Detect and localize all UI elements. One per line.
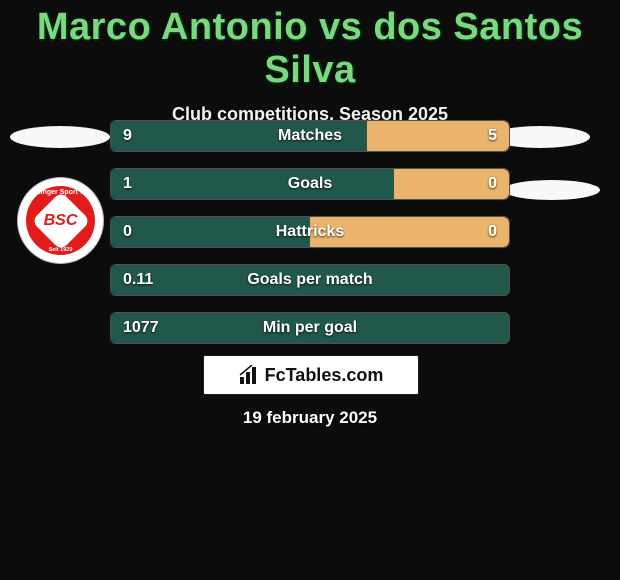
stat-label: Hattricks bbox=[111, 217, 509, 247]
left-team-placeholder-icon bbox=[10, 126, 110, 148]
stat-bar-right bbox=[394, 169, 509, 199]
fctables-label: FcTables.com bbox=[265, 365, 384, 386]
badge-bottom-text: Seit 1929 bbox=[18, 247, 103, 253]
stat-value-left: 9 bbox=[123, 121, 132, 151]
stat-label: Min per goal bbox=[111, 313, 509, 343]
badge-acronym: BSC bbox=[44, 212, 78, 230]
left-club-badge: Bahlinger Sport Club BSC Seit 1929 bbox=[18, 178, 103, 263]
stat-value-left: 0.11 bbox=[123, 265, 153, 295]
stat-row: Goals per match0.11 bbox=[110, 264, 510, 296]
stat-value-right: 0 bbox=[488, 217, 497, 247]
stat-bar-right bbox=[367, 121, 509, 151]
stat-bar-left bbox=[111, 121, 367, 151]
stat-value-left: 1 bbox=[123, 169, 132, 199]
stat-bar-left bbox=[111, 217, 310, 247]
stat-value-left: 1077 bbox=[123, 313, 159, 343]
stat-label: Goals bbox=[111, 169, 509, 199]
stat-bars: Matches95Goals10Hattricks00Goals per mat… bbox=[110, 120, 510, 360]
stat-row: Min per goal1077 bbox=[110, 312, 510, 344]
page-title: Marco Antonio vs dos Santos Silva bbox=[0, 0, 620, 92]
stat-value-right: 0 bbox=[488, 169, 497, 199]
right-club-placeholder-icon bbox=[503, 180, 600, 200]
stat-row: Hattricks0 0 bbox=[110, 216, 510, 248]
stat-row: Goals1 0 bbox=[110, 168, 510, 200]
stat-row: Matches9 5 bbox=[110, 120, 510, 152]
stat-value-right: 5 bbox=[488, 121, 497, 151]
stat-bar-left bbox=[111, 265, 509, 295]
stat-bar-left bbox=[111, 169, 394, 199]
stat-bar-right bbox=[310, 217, 509, 247]
bar-chart-icon bbox=[239, 365, 261, 385]
stat-bar-left bbox=[111, 313, 509, 343]
fctables-brand[interactable]: FcTables.com bbox=[203, 355, 419, 395]
stat-label: Matches bbox=[111, 121, 509, 151]
stat-value-left: 0 bbox=[123, 217, 132, 247]
stat-label: Goals per match bbox=[111, 265, 509, 295]
footer-date: 19 february 2025 bbox=[0, 408, 620, 428]
